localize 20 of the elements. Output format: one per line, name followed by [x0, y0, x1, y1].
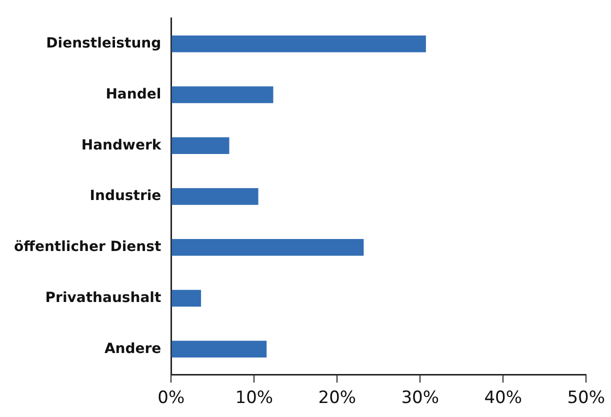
y-tick-label: Handwerk: [81, 137, 162, 154]
y-tick-label: öffentlicher Dienst: [14, 239, 162, 256]
bar: [172, 35, 426, 52]
x-tick-label: 20%: [318, 388, 356, 408]
bar: [172, 137, 230, 154]
y-tick-label: Andere: [104, 340, 162, 357]
y-tick-label: Dienstleistung: [46, 35, 162, 52]
x-tick-label: 10%: [235, 388, 274, 408]
bar: [172, 290, 202, 307]
bar: [172, 86, 274, 104]
y-tick-label: Privathaushalt: [45, 290, 162, 306]
bar: [172, 340, 267, 358]
bar: [172, 188, 258, 205]
x-tick-label: 40%: [484, 388, 522, 408]
x-tick-label: 0%: [158, 388, 185, 408]
x-tick-label: 30%: [401, 388, 440, 408]
x-tick-label: 50%: [567, 388, 606, 408]
y-tick-label: Handel: [106, 86, 162, 102]
bar: [172, 238, 364, 256]
y-tick-label: Industrie: [90, 188, 162, 204]
